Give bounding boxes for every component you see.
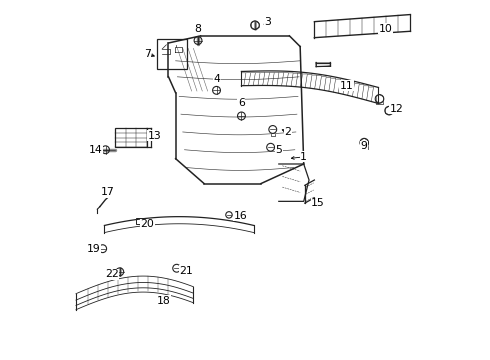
Text: 18: 18 <box>157 296 171 306</box>
Text: 15: 15 <box>311 198 325 208</box>
Text: 12: 12 <box>390 104 403 114</box>
Text: 8: 8 <box>195 24 201 34</box>
Text: 1: 1 <box>300 152 307 162</box>
Text: 9: 9 <box>361 141 368 151</box>
Bar <box>157 40 187 69</box>
Text: 10: 10 <box>379 24 392 34</box>
Text: 16: 16 <box>234 211 247 221</box>
Text: 20: 20 <box>140 220 154 229</box>
Text: 13: 13 <box>147 131 161 140</box>
Text: 17: 17 <box>101 188 115 197</box>
Text: 19: 19 <box>87 244 100 255</box>
Bar <box>137 219 144 224</box>
Text: 5: 5 <box>275 145 282 155</box>
Text: 3: 3 <box>265 17 271 27</box>
Text: 4: 4 <box>213 73 220 84</box>
Text: 21: 21 <box>179 266 193 276</box>
Text: 6: 6 <box>238 99 245 108</box>
Text: 7: 7 <box>144 49 150 59</box>
Text: 11: 11 <box>340 81 353 91</box>
Text: 14: 14 <box>89 145 102 155</box>
Bar <box>115 129 147 147</box>
Text: 22: 22 <box>105 269 119 279</box>
Text: 2: 2 <box>284 127 291 137</box>
